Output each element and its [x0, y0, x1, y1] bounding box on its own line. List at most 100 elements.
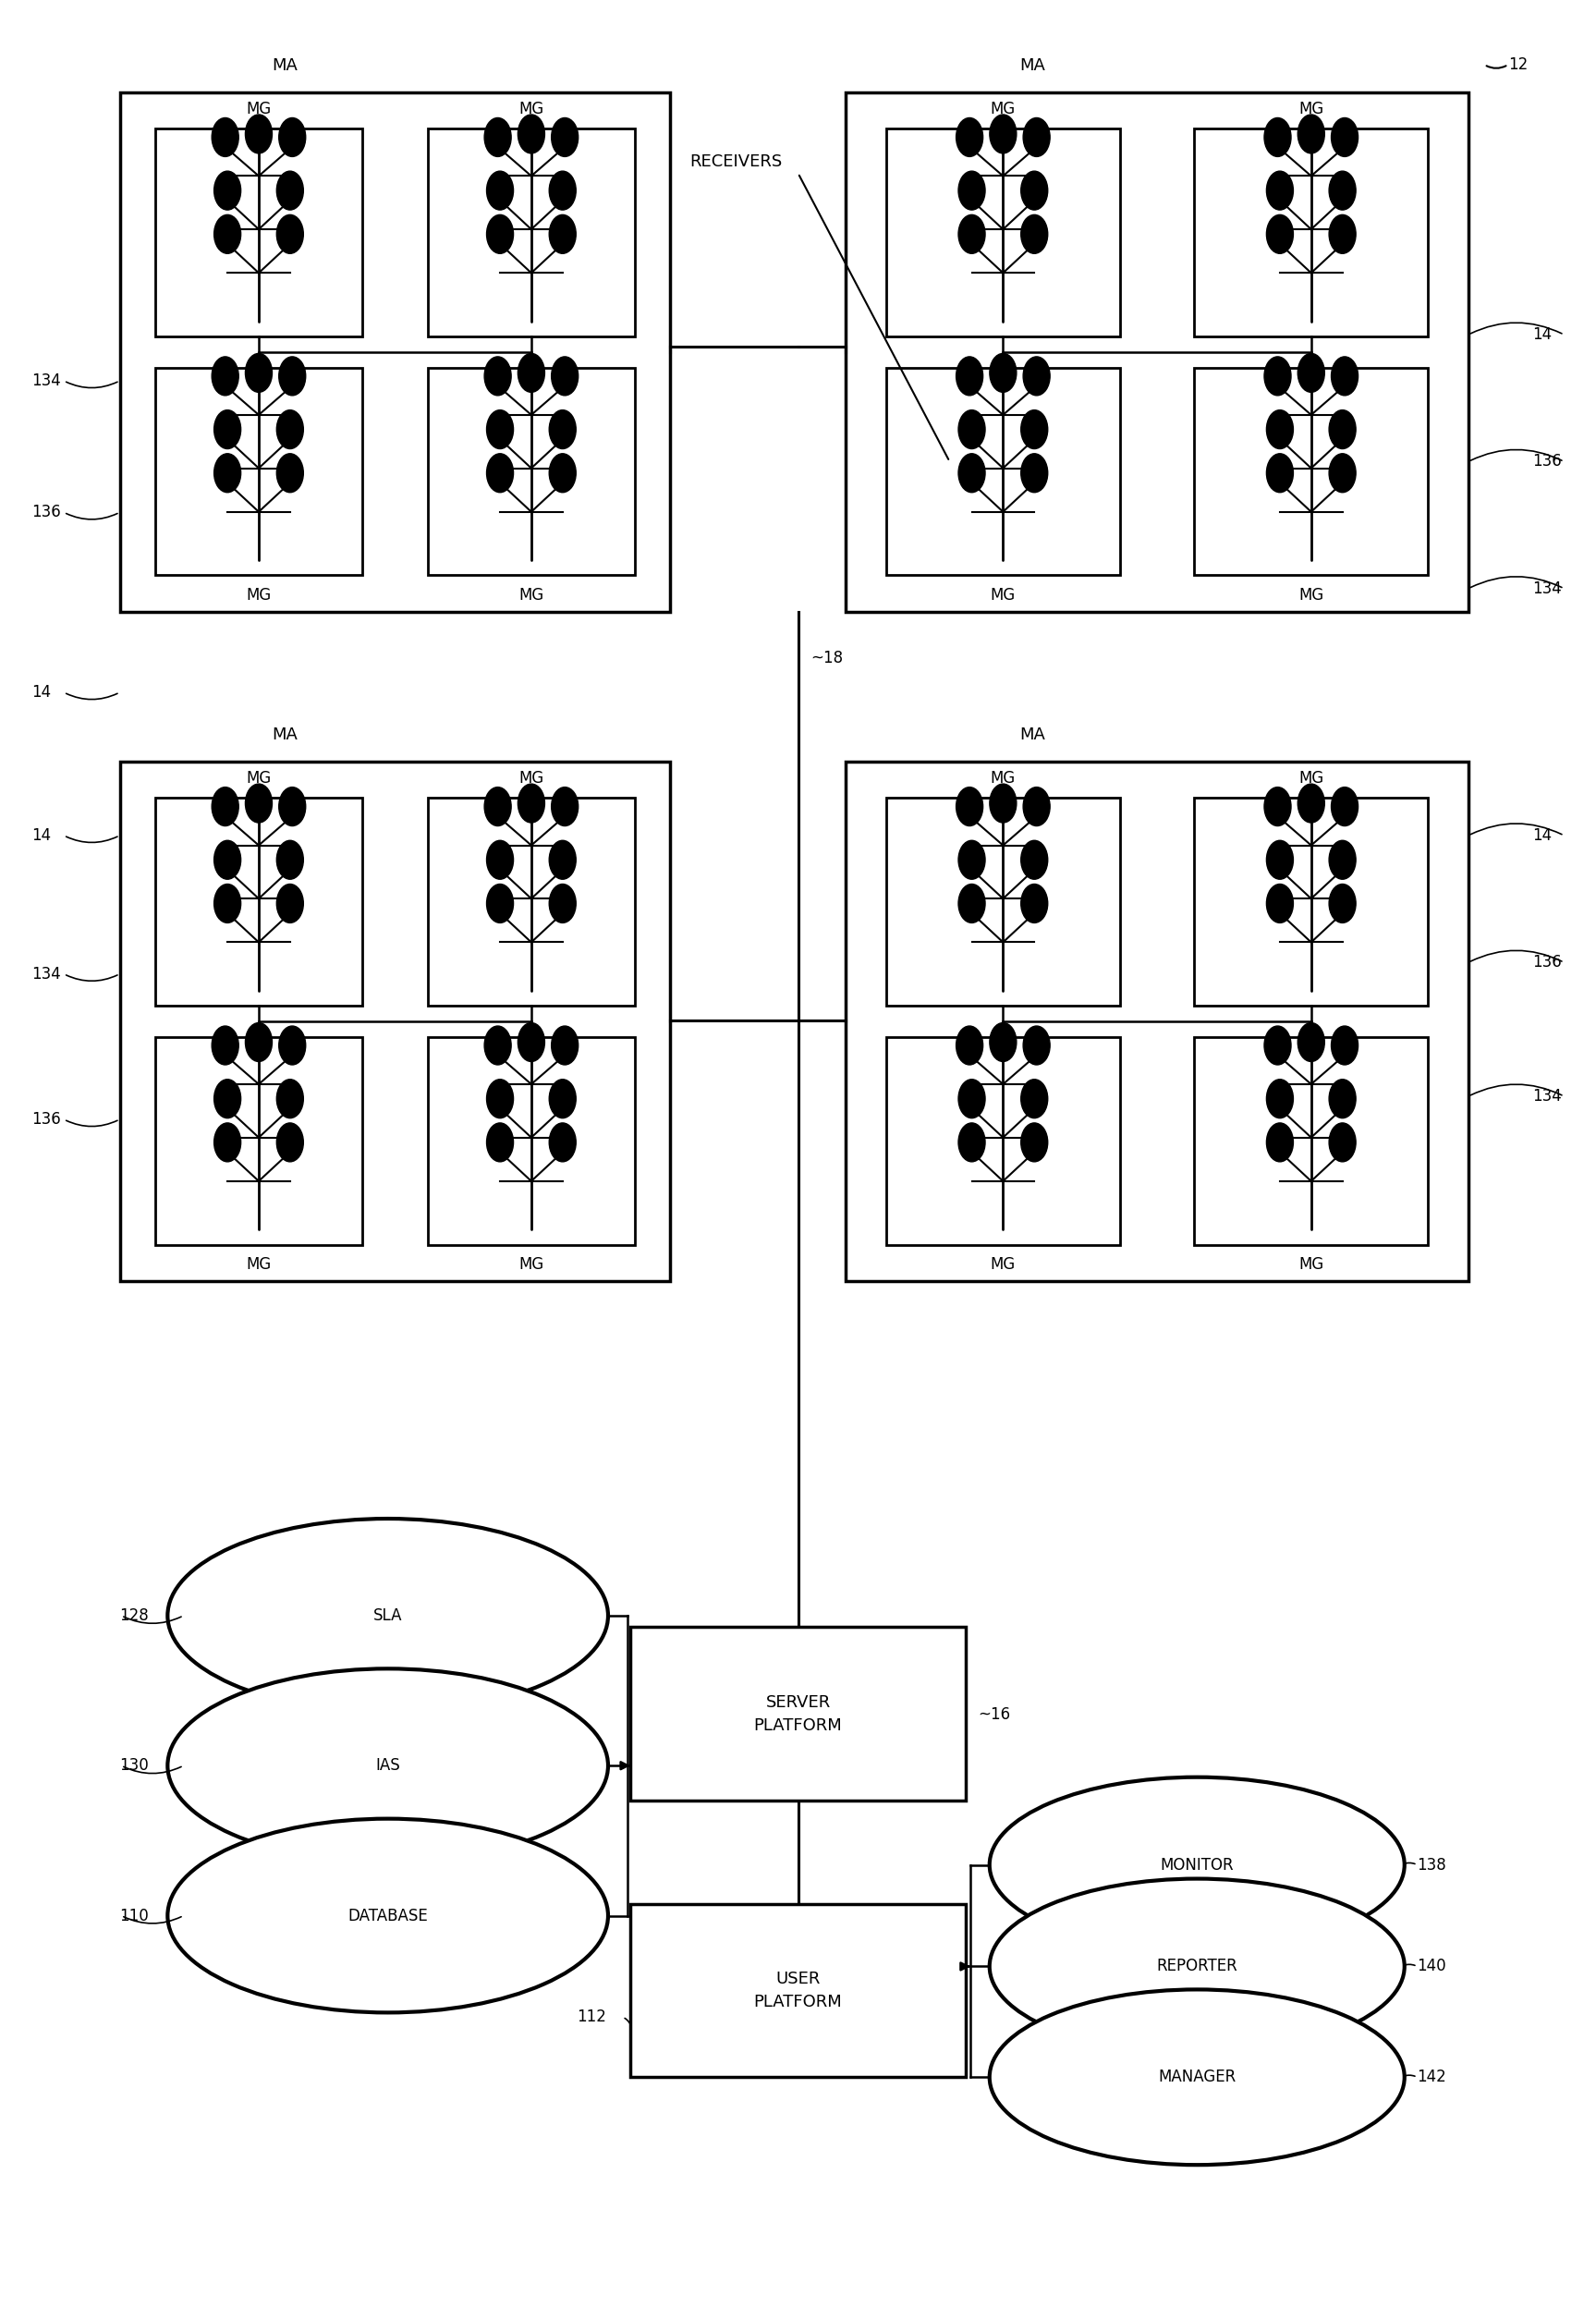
Circle shape	[1267, 455, 1293, 492]
Circle shape	[214, 411, 241, 448]
Text: 134: 134	[32, 372, 61, 390]
Circle shape	[214, 840, 241, 879]
Circle shape	[212, 358, 239, 395]
Circle shape	[1021, 1124, 1047, 1161]
Circle shape	[1023, 1027, 1050, 1064]
Bar	[155, 367, 362, 575]
Circle shape	[279, 787, 306, 826]
Circle shape	[1021, 215, 1047, 254]
Text: 134: 134	[1532, 579, 1561, 598]
Circle shape	[958, 171, 985, 210]
Bar	[886, 1036, 1120, 1244]
Circle shape	[1267, 1080, 1293, 1117]
Circle shape	[1298, 1022, 1325, 1062]
Circle shape	[279, 118, 306, 157]
Text: MG: MG	[991, 771, 1015, 787]
Text: MG: MG	[519, 102, 544, 118]
Text: 136: 136	[1532, 953, 1561, 972]
Circle shape	[276, 840, 303, 879]
Circle shape	[484, 118, 511, 157]
Circle shape	[549, 455, 576, 492]
Ellipse shape	[990, 1879, 1404, 2054]
Circle shape	[484, 787, 511, 826]
Circle shape	[276, 215, 303, 254]
Circle shape	[212, 787, 239, 826]
Circle shape	[1329, 884, 1357, 923]
Bar	[155, 799, 362, 1006]
Circle shape	[1267, 215, 1293, 254]
Circle shape	[549, 840, 576, 879]
Circle shape	[214, 884, 241, 923]
Circle shape	[1329, 1080, 1357, 1117]
Circle shape	[487, 455, 514, 492]
Circle shape	[1329, 215, 1357, 254]
Bar	[155, 129, 362, 337]
Text: MG: MG	[519, 1256, 544, 1272]
Text: SLA: SLA	[373, 1606, 402, 1625]
Circle shape	[279, 1027, 306, 1064]
Text: MA: MA	[1020, 58, 1045, 74]
Circle shape	[958, 840, 985, 879]
Text: 110: 110	[120, 1906, 148, 1925]
Text: ~18: ~18	[811, 649, 843, 667]
Text: 14: 14	[32, 683, 51, 702]
Circle shape	[551, 358, 578, 395]
Bar	[886, 129, 1120, 337]
Bar	[1194, 1036, 1428, 1244]
Text: MANAGER: MANAGER	[1159, 2068, 1235, 2086]
Circle shape	[1021, 171, 1047, 210]
Circle shape	[1329, 840, 1357, 879]
Circle shape	[1264, 1027, 1291, 1064]
Circle shape	[1023, 358, 1050, 395]
Circle shape	[1329, 411, 1357, 448]
Bar	[1194, 367, 1428, 575]
Circle shape	[1267, 171, 1293, 210]
Circle shape	[958, 1080, 985, 1117]
Circle shape	[1267, 840, 1293, 879]
Text: MG: MG	[246, 1256, 271, 1272]
Circle shape	[549, 411, 576, 448]
Text: MG: MG	[1299, 1256, 1323, 1272]
Circle shape	[549, 171, 576, 210]
Text: 140: 140	[1417, 1957, 1446, 1976]
Circle shape	[214, 1080, 241, 1117]
Circle shape	[276, 171, 303, 210]
Bar	[630, 1904, 966, 2077]
Text: 136: 136	[32, 503, 61, 522]
Circle shape	[958, 215, 985, 254]
Circle shape	[549, 1080, 576, 1117]
Text: 142: 142	[1417, 2068, 1446, 2086]
Text: 14: 14	[1532, 826, 1551, 845]
Text: 134: 134	[1532, 1087, 1561, 1106]
Text: REPORTER: REPORTER	[1157, 1957, 1237, 1976]
Circle shape	[487, 884, 514, 923]
Circle shape	[956, 118, 983, 157]
Circle shape	[1267, 884, 1293, 923]
Text: 130: 130	[120, 1756, 148, 1775]
Text: MG: MG	[1299, 771, 1323, 787]
Text: MG: MG	[991, 586, 1015, 602]
Circle shape	[1329, 1124, 1357, 1161]
Circle shape	[487, 1124, 514, 1161]
Circle shape	[549, 884, 576, 923]
Circle shape	[276, 884, 303, 923]
Circle shape	[956, 1027, 983, 1064]
Ellipse shape	[168, 1819, 608, 2013]
Circle shape	[487, 171, 514, 210]
Text: 14: 14	[32, 826, 51, 845]
Circle shape	[1298, 785, 1325, 822]
Circle shape	[246, 1022, 273, 1062]
Circle shape	[1264, 358, 1291, 395]
Text: USER
PLATFORM: USER PLATFORM	[753, 1971, 843, 2010]
Circle shape	[1023, 787, 1050, 826]
Ellipse shape	[990, 1989, 1404, 2165]
Text: MA: MA	[1020, 727, 1045, 743]
Circle shape	[246, 785, 273, 822]
Circle shape	[990, 785, 1017, 822]
Circle shape	[279, 358, 306, 395]
Circle shape	[487, 1080, 514, 1117]
Circle shape	[958, 411, 985, 448]
Circle shape	[549, 215, 576, 254]
Circle shape	[990, 1022, 1017, 1062]
Circle shape	[1264, 787, 1291, 826]
